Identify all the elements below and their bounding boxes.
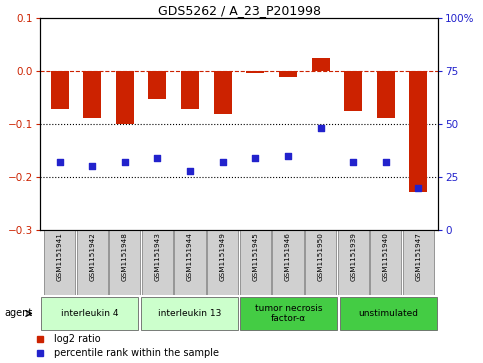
Text: agent: agent — [5, 309, 33, 318]
Bar — [246, 71, 264, 73]
Text: GSM1151942: GSM1151942 — [89, 232, 95, 281]
Bar — [410, 71, 427, 192]
Point — [88, 163, 96, 169]
Point — [219, 159, 227, 165]
Bar — [44, 230, 75, 295]
Bar — [403, 230, 434, 295]
Point — [56, 159, 63, 165]
Text: tumor necrosis
factor-α: tumor necrosis factor-α — [255, 304, 323, 323]
Bar — [272, 230, 304, 295]
Bar — [109, 230, 141, 295]
Text: GSM1151944: GSM1151944 — [187, 232, 193, 281]
Bar — [370, 230, 401, 295]
Point — [186, 168, 194, 174]
Text: GSM1151945: GSM1151945 — [252, 232, 258, 281]
Point — [154, 155, 161, 161]
Point — [121, 159, 128, 165]
Text: GSM1151950: GSM1151950 — [317, 232, 324, 281]
Bar — [42, 297, 138, 330]
Bar — [76, 230, 108, 295]
Text: log2 ratio: log2 ratio — [55, 334, 101, 344]
Bar — [240, 230, 271, 295]
Text: percentile rank within the sample: percentile rank within the sample — [55, 347, 219, 358]
Title: GDS5262 / A_23_P201998: GDS5262 / A_23_P201998 — [157, 4, 321, 17]
Text: GSM1151941: GSM1151941 — [57, 232, 63, 281]
Bar — [181, 71, 199, 109]
Text: GSM1151949: GSM1151949 — [220, 232, 226, 281]
Text: unstimulated: unstimulated — [358, 309, 418, 318]
Bar — [344, 71, 362, 111]
Text: GSM1151943: GSM1151943 — [155, 232, 160, 281]
Bar — [338, 230, 369, 295]
Bar — [340, 297, 437, 330]
Point — [317, 125, 325, 131]
Text: GSM1151940: GSM1151940 — [383, 232, 389, 281]
Bar — [51, 71, 69, 109]
Bar — [83, 71, 101, 118]
Point — [349, 159, 357, 165]
Bar — [207, 230, 238, 295]
Text: GSM1151947: GSM1151947 — [415, 232, 422, 281]
Point — [284, 153, 292, 159]
Bar — [174, 230, 206, 295]
Point — [252, 155, 259, 161]
Text: GSM1151948: GSM1151948 — [122, 232, 128, 281]
Bar — [305, 230, 336, 295]
Text: interleukin 13: interleukin 13 — [157, 309, 221, 318]
Text: GSM1151939: GSM1151939 — [350, 232, 356, 281]
Bar — [241, 297, 337, 330]
Point — [382, 159, 390, 165]
Bar — [148, 71, 167, 99]
Bar — [116, 71, 134, 124]
Bar — [377, 71, 395, 118]
Point — [414, 185, 422, 191]
Bar — [141, 297, 238, 330]
Text: GSM1151946: GSM1151946 — [285, 232, 291, 281]
Bar — [142, 230, 173, 295]
Bar — [312, 58, 329, 71]
Text: interleukin 4: interleukin 4 — [61, 309, 118, 318]
Bar — [213, 71, 232, 114]
Bar — [279, 71, 297, 77]
